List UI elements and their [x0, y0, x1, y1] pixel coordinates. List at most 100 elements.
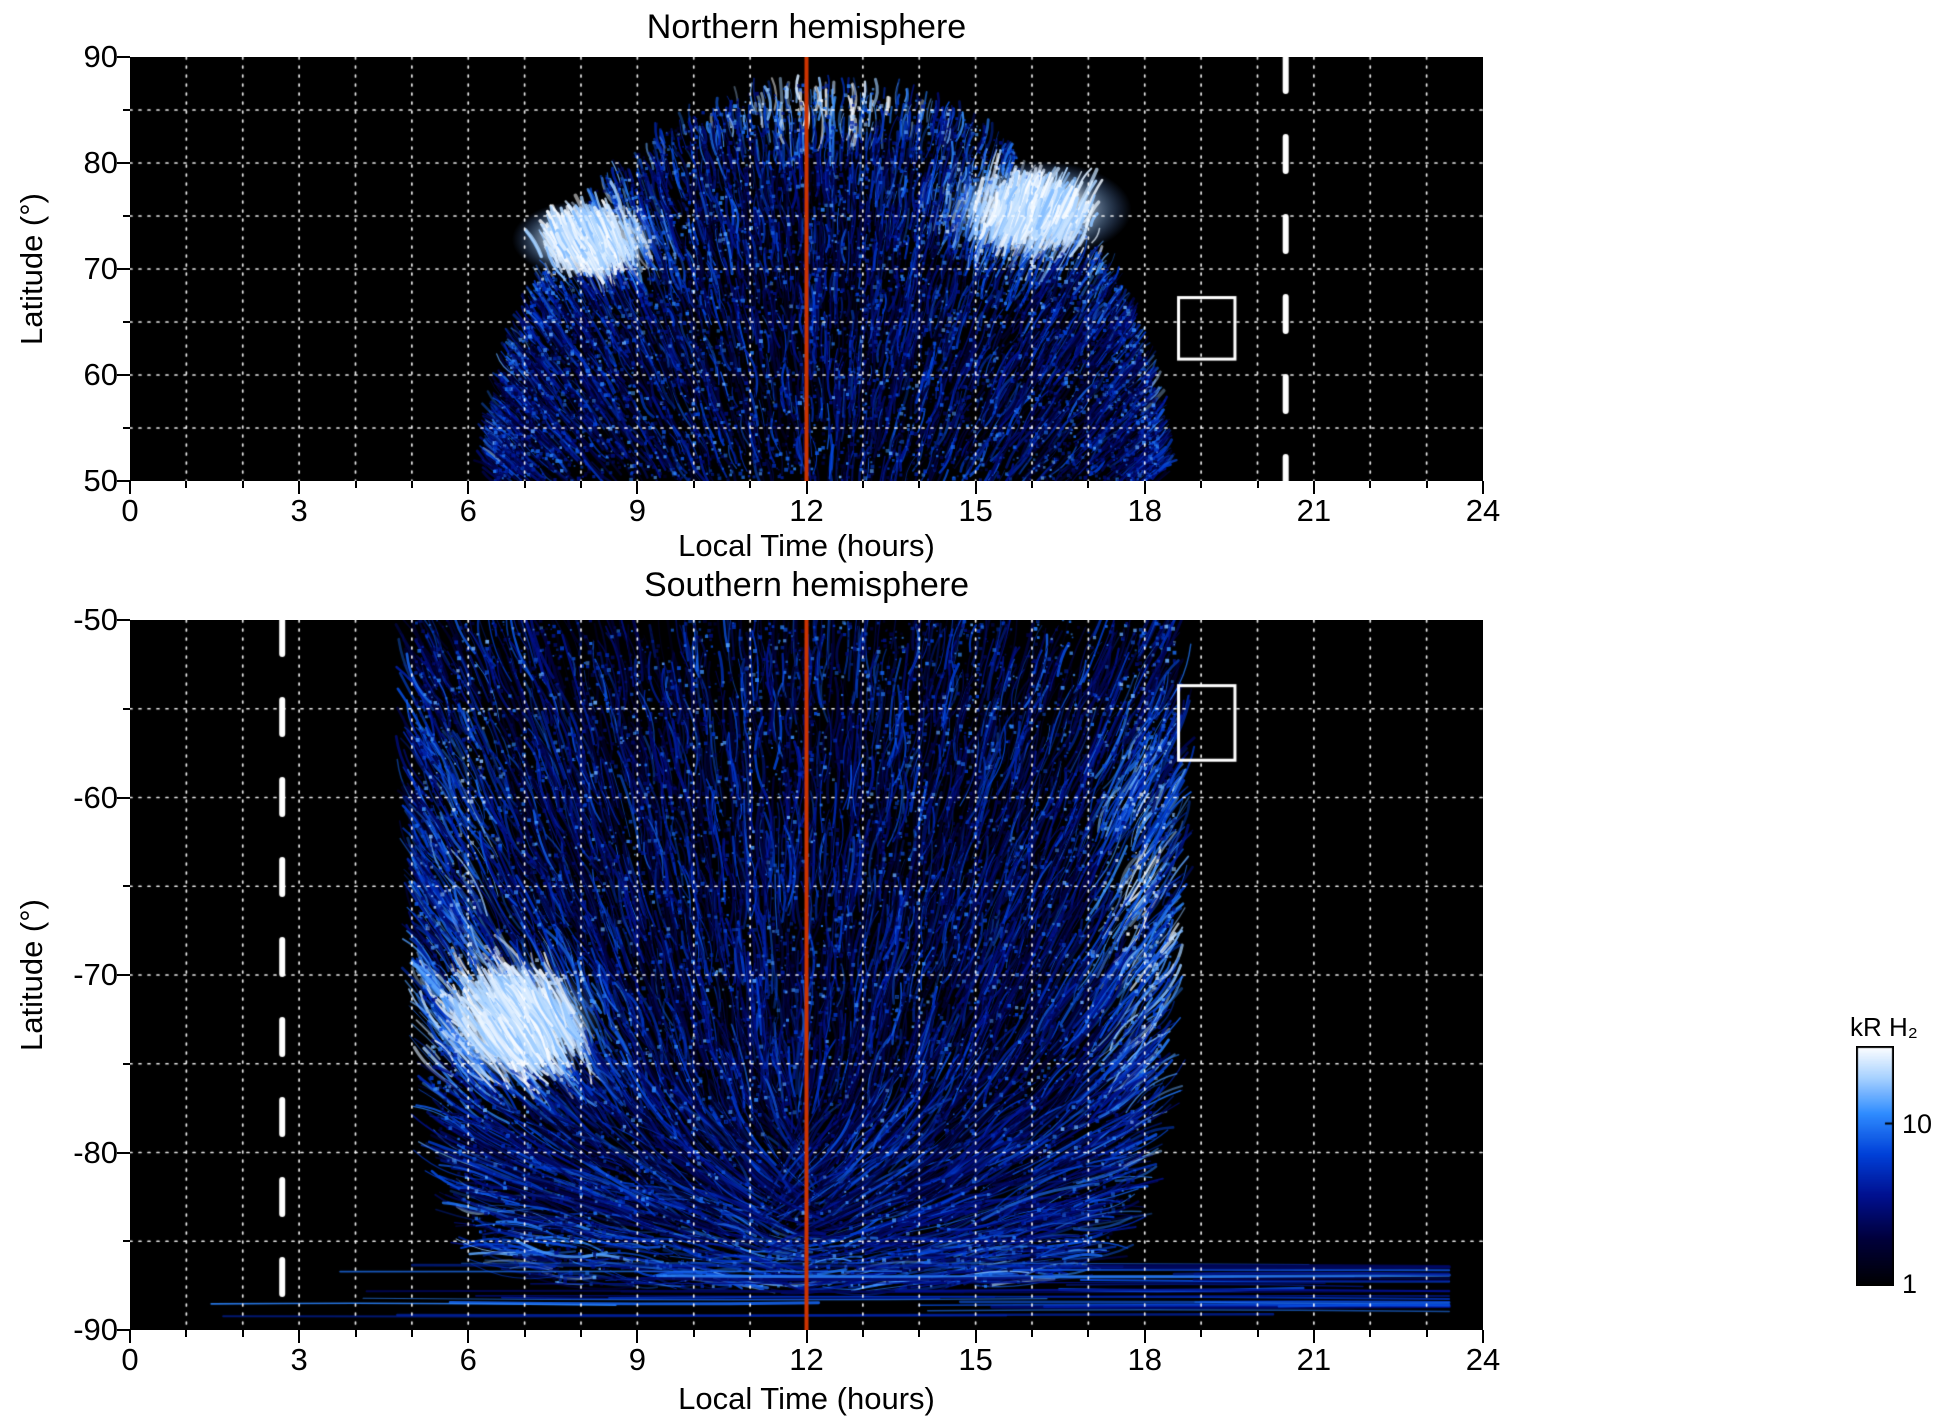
x-tick-label: 21 [1296, 1342, 1332, 1377]
x-tick-label: 15 [958, 493, 993, 528]
north-panel-title: Northern hemisphere [646, 8, 967, 46]
x-minor-tick [1369, 481, 1372, 488]
x-minor-tick [749, 481, 752, 488]
x-tick-label: 6 [459, 1342, 477, 1377]
y-major-tick [117, 480, 130, 482]
x-major-tick [129, 1330, 131, 1343]
x-tick-label: 3 [290, 493, 308, 528]
x-minor-tick [692, 1330, 695, 1337]
y-minor-tick [123, 1062, 130, 1065]
y-major-tick [117, 1151, 130, 1154]
y-minor-tick [123, 1240, 130, 1243]
y-major-tick [117, 974, 130, 976]
colorbar-tick-label: 1 [1902, 1269, 1918, 1299]
x-minor-tick [918, 481, 921, 488]
y-minor-tick [123, 427, 130, 429]
x-minor-tick [1425, 481, 1428, 488]
y-minor-tick [123, 321, 130, 323]
x-major-tick [1482, 481, 1484, 494]
x-major-tick [974, 481, 977, 494]
y-tick-label: -60 [73, 779, 118, 815]
colorbar-tick-label: 10 [1902, 1108, 1933, 1139]
south-panel-title: Southern hemisphere [643, 566, 970, 604]
x-major-tick [298, 481, 301, 494]
x-major-tick [467, 1330, 470, 1343]
y-major-tick [117, 56, 130, 58]
y-tick-label: -50 [73, 602, 118, 637]
x-tick-label: 12 [789, 493, 824, 528]
x-minor-tick [1425, 1330, 1428, 1337]
y-major-tick [117, 796, 130, 799]
x-tick-label: 9 [628, 493, 646, 528]
x-major-tick [1482, 1330, 1484, 1343]
x-minor-tick [410, 481, 413, 488]
x-minor-tick [354, 1330, 357, 1337]
x-major-tick [1312, 1330, 1315, 1343]
y-minor-tick [123, 109, 130, 111]
x-minor-tick [523, 481, 526, 488]
y-tick-label: -70 [73, 957, 118, 992]
y-tick-label: 60 [83, 357, 118, 392]
x-minor-tick [1031, 1330, 1033, 1337]
x-minor-tick [1200, 1330, 1203, 1337]
x-major-tick [129, 481, 131, 494]
x-tick-label: 12 [789, 1342, 824, 1377]
y-major-tick [117, 162, 130, 164]
x-minor-tick [749, 1330, 752, 1337]
x-tick-label: 24 [1465, 493, 1501, 528]
x-minor-tick [185, 1330, 188, 1337]
x-tick-label: 9 [628, 1342, 646, 1377]
colorbar-label: kR H₂ [1850, 1012, 1918, 1042]
x-major-tick [805, 1330, 808, 1343]
y-tick-label: 80 [83, 145, 118, 180]
y-major-tick [117, 374, 130, 376]
x-tick-label: 18 [1127, 1342, 1162, 1377]
x-minor-tick [692, 481, 695, 488]
x-tick-label: 18 [1127, 493, 1162, 528]
x-major-tick [467, 481, 470, 494]
y-tick-label: 50 [83, 463, 118, 498]
y-major-tick [117, 1329, 130, 1331]
x-minor-tick [918, 1330, 921, 1337]
y-tick-label: 90 [83, 39, 118, 74]
x-minor-tick [1256, 481, 1259, 488]
x-minor-tick [1369, 1330, 1372, 1337]
x-tick-label: 0 [121, 493, 139, 528]
x-tick-label: 15 [958, 1342, 993, 1377]
y-major-tick [117, 268, 130, 270]
x-major-tick [974, 1330, 977, 1343]
y-tick-label: -80 [73, 1134, 118, 1170]
north-heatmap-canvas [130, 57, 1483, 481]
y-tick-label: -90 [73, 1312, 118, 1347]
x-minor-tick [580, 1330, 582, 1337]
south-x-axis-label: Local Time (hours) [678, 1381, 935, 1416]
x-tick-label: 21 [1296, 493, 1332, 528]
x-minor-tick [241, 1330, 244, 1337]
colorbar [1856, 1046, 1894, 1286]
y-tick-label: 70 [83, 251, 118, 286]
x-tick-label: 6 [459, 493, 477, 528]
south-heatmap-canvas [130, 620, 1483, 1330]
x-tick-label: 3 [290, 1342, 308, 1377]
x-minor-tick [1087, 1330, 1090, 1337]
x-minor-tick [861, 1330, 864, 1337]
x-minor-tick [1200, 481, 1203, 488]
y-minor-tick [123, 707, 130, 710]
x-major-tick [1143, 1330, 1146, 1343]
north-x-axis-label: Local Time (hours) [678, 528, 935, 563]
x-minor-tick [185, 481, 188, 488]
x-minor-tick [241, 481, 244, 488]
y-major-tick [117, 619, 130, 621]
x-minor-tick [1256, 1330, 1259, 1337]
y-minor-tick [123, 215, 130, 217]
x-major-tick [1143, 481, 1146, 494]
x-major-tick [1312, 481, 1315, 494]
x-minor-tick [861, 481, 864, 488]
x-major-tick [636, 1330, 639, 1343]
x-major-tick [298, 1330, 301, 1343]
x-minor-tick [580, 481, 582, 488]
x-major-tick [636, 481, 639, 494]
x-minor-tick [1087, 481, 1090, 488]
x-minor-tick [410, 1330, 413, 1337]
